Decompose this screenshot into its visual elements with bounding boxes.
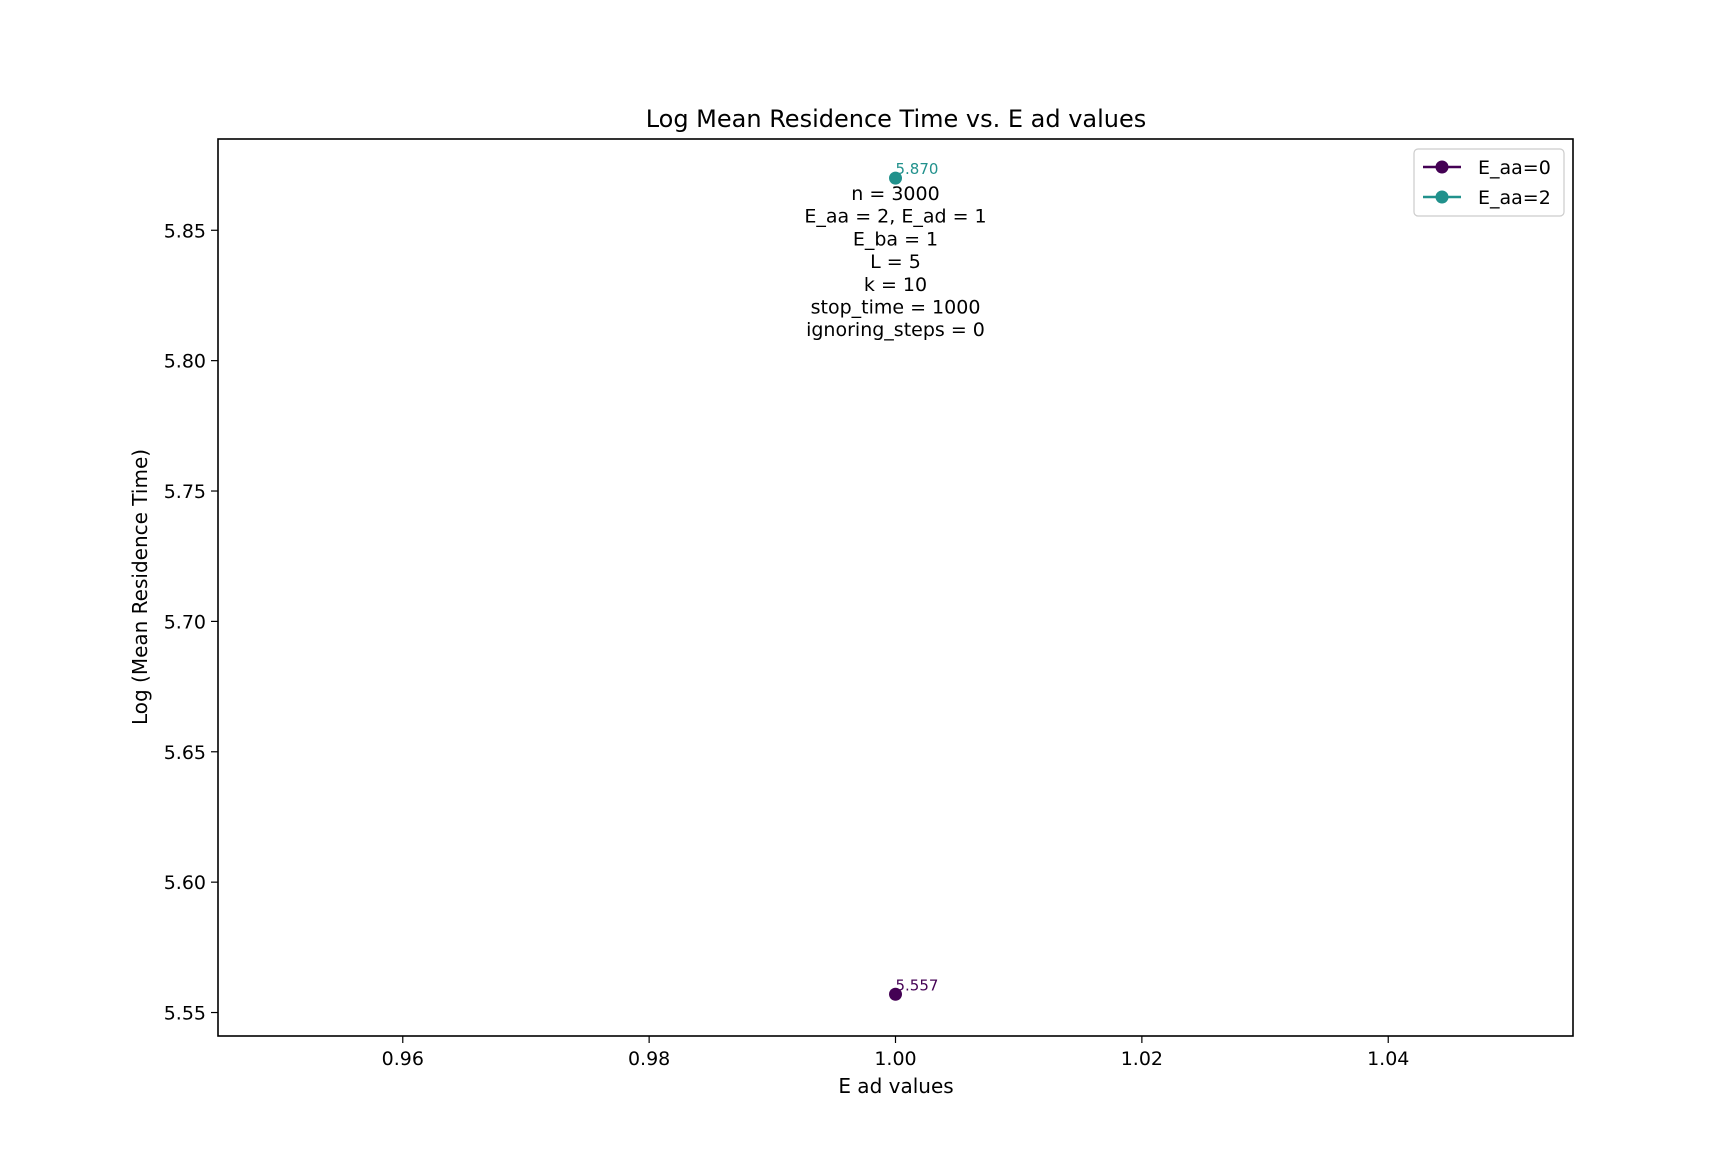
y-tick-label: 5.80 bbox=[164, 351, 206, 373]
y-tick-label: 5.85 bbox=[164, 220, 206, 242]
y-tick-label: 5.55 bbox=[164, 1003, 206, 1025]
x-tick-label: 1.00 bbox=[874, 1048, 916, 1070]
annotation-line: ignoring_steps = 0 bbox=[806, 319, 985, 341]
data-label: 5.870 bbox=[896, 160, 939, 178]
y-tick-label: 5.65 bbox=[164, 742, 206, 764]
y-axis-ticks: 5.55 5.60 5.65 5.70 5.75 5.80 5.85 bbox=[164, 220, 218, 1025]
legend-marker bbox=[1435, 190, 1449, 204]
legend-label: E_aa=0 bbox=[1478, 157, 1551, 179]
data-point bbox=[889, 171, 902, 185]
annotation-line: E_ba = 1 bbox=[853, 228, 938, 250]
y-tick-label: 5.70 bbox=[164, 611, 206, 633]
chart-title: Log Mean Residence Time vs. E ad values bbox=[646, 105, 1147, 133]
y-tick-label: 5.75 bbox=[164, 481, 206, 503]
y-tick-label: 5.60 bbox=[164, 872, 206, 894]
plot-area bbox=[217, 138, 1574, 1037]
data-label: 5.557 bbox=[896, 976, 939, 994]
annotation-line: n = 3000 bbox=[851, 183, 939, 205]
data-point bbox=[889, 987, 902, 1001]
annotation-line: k = 10 bbox=[864, 274, 927, 296]
annotation-line: stop_time = 1000 bbox=[811, 297, 981, 319]
series-1: 5.557 bbox=[889, 976, 938, 1001]
legend-label: E_aa=2 bbox=[1478, 187, 1551, 209]
legend-item: E_aa=2 bbox=[1423, 187, 1551, 209]
annotation-line: E_aa = 2, E_ad = 1 bbox=[804, 206, 986, 228]
x-axis-ticks: 0.96 0.98 1.00 1.02 1.04 bbox=[382, 1036, 1409, 1070]
x-tick-label: 1.04 bbox=[1367, 1048, 1409, 1070]
x-tick-label: 0.98 bbox=[628, 1048, 670, 1070]
x-axis-label: E ad values bbox=[838, 1074, 953, 1098]
data-series: 5.557 5.870 bbox=[889, 160, 938, 1001]
annotation-line: L = 5 bbox=[870, 251, 921, 273]
x-tick-label: 0.96 bbox=[382, 1048, 424, 1070]
legend-item: E_aa=0 bbox=[1423, 157, 1551, 179]
y-axis-label: Log (Mean Residence Time) bbox=[128, 449, 152, 725]
legend: E_aa=0 E_aa=2 bbox=[1413, 148, 1565, 217]
x-tick-label: 1.02 bbox=[1121, 1048, 1163, 1070]
legend-marker bbox=[1435, 160, 1449, 174]
series-2: 5.870 bbox=[889, 160, 938, 185]
